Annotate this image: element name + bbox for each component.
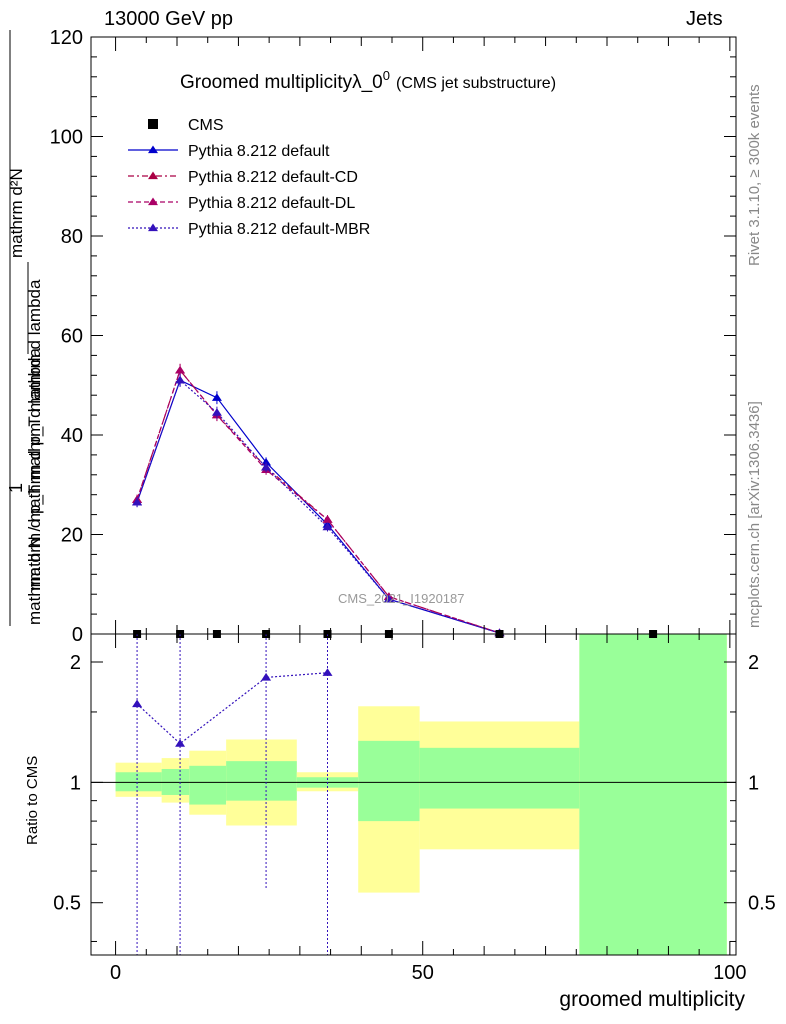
ratio-y-tick-label-left-0: 0.5 [53, 893, 81, 915]
legend-marker-default [148, 145, 158, 154]
chart-title: Groomed multiplicityλ_00 (CMS jet substru… [180, 68, 556, 93]
ratio-y-tick-label-right-2: 2 [748, 652, 759, 674]
main-y-tick-label-6: 120 [50, 27, 83, 49]
legend-marker-cd [148, 171, 158, 180]
main-y-tick-label-0: 0 [72, 624, 83, 646]
ratio-y-tick-label-left-1: 1 [70, 772, 81, 794]
ratio-band-inner-2 [189, 765, 227, 805]
main-y-tick-label-3: 60 [61, 326, 83, 348]
legend-swatch-cms [148, 119, 158, 129]
legend-label-cms: CMS [188, 117, 224, 134]
x-axis-label: groomed multiplicity [559, 988, 745, 1011]
ratio-point-mbr-3 [322, 668, 333, 676]
legend-label-default: Pythia 8.212 default [188, 143, 330, 160]
ratio-band-inner-7 [579, 634, 727, 955]
legend-marker-mbr [148, 223, 158, 232]
main-y-axis-label: 1 mathrm d N / mathrm d p_T mathrm d lam… [6, 30, 44, 626]
ratio-y-tick-label-right-1: 1 [748, 772, 759, 794]
x-tick-label-1: 50 [412, 962, 434, 984]
main-y-label-num: mathrm d²N [7, 168, 26, 258]
x-tick-label-2: 100 [713, 962, 746, 984]
ratio-point-mbr-1 [175, 739, 186, 747]
header-energy-label: 13000 GeV pp [104, 8, 233, 30]
ratio-y-tick-label-left-2: 2 [70, 652, 81, 674]
main-y-tick-label-1: 20 [61, 525, 83, 547]
series-point-mbr-2 [211, 408, 222, 416]
watermark-label: CMS_2021_I1920187 [338, 591, 465, 606]
ratio-band-inner-5 [358, 740, 420, 822]
series-point-default-2 [211, 393, 222, 401]
series-point-mbr-0 [132, 497, 143, 506]
ratio-y-axis-label: Ratio to CMS [24, 756, 41, 845]
ratio-band-inner-3 [226, 761, 297, 801]
ratio-band-inner-6 [419, 747, 580, 809]
series-point-mbr-4 [322, 522, 333, 531]
main-y-tick-label-4: 80 [61, 226, 83, 248]
series-point-mbr-1 [175, 375, 186, 384]
legend-marker-dl [148, 197, 158, 206]
main-y-label-one: 1 [6, 483, 26, 493]
series-point-dl-4 [322, 515, 333, 523]
ratio-plot-frame [90, 633, 737, 956]
header-category-label: Jets [686, 8, 723, 30]
legend-label-mbr: Pythia 8.212 default-MBR [188, 221, 370, 238]
series-point-dl-1 [175, 365, 186, 374]
ratio-line-mbr [136, 672, 328, 745]
main-y-tick-label-5: 100 [50, 127, 83, 149]
x-tick-label-0: 0 [110, 962, 121, 984]
ratio-point-mbr-0 [132, 699, 143, 708]
legend-label-cd: Pythia 8.212 default-CD [188, 169, 358, 186]
legend-label-dl: Pythia 8.212 default-DL [188, 195, 355, 212]
ratio-point-mbr-2 [261, 672, 272, 681]
ratio-band-inner-0 [115, 772, 162, 792]
ratio-y-tick-label-right-0: 0.5 [748, 893, 776, 915]
main-y-label-den: mathrm d p_T mathrm d lambda [25, 347, 44, 590]
series-point-default-3 [261, 457, 272, 466]
main-y-label-lower: mathrm d N / mathrm d p_T mathrm d lambd… [25, 279, 44, 625]
series-point-mbr-3 [261, 462, 272, 471]
main-y-tick-label-2: 40 [61, 425, 83, 447]
series-point-mbr-5 [383, 594, 394, 603]
